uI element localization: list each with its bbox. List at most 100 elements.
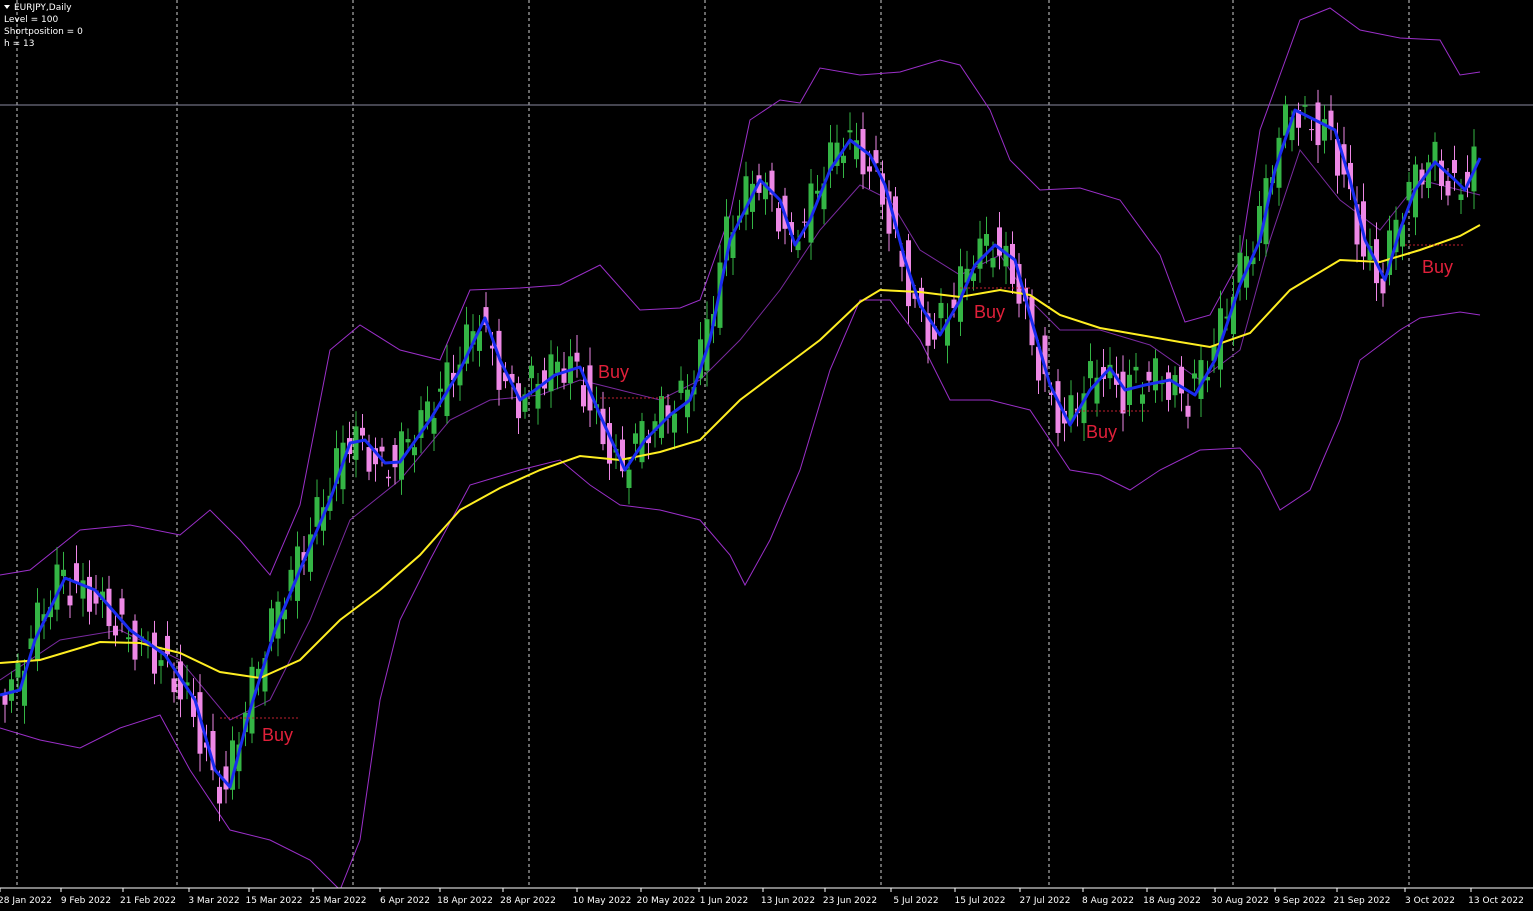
buy-label: Buy [598, 362, 629, 382]
candle-body [119, 598, 125, 615]
candle-body [1055, 381, 1061, 433]
candle-body [802, 221, 807, 223]
indicator-line: h = 13 [4, 39, 34, 49]
candle-body [1166, 372, 1171, 400]
candle-body [171, 678, 177, 693]
candle-body [743, 176, 749, 215]
candle-body [191, 696, 196, 717]
candle-body [821, 183, 827, 210]
bollinger-upper [0, 7, 1481, 576]
candle-body [574, 352, 580, 362]
candle-body [210, 731, 216, 771]
candle-body [431, 418, 437, 434]
candle-body [620, 439, 625, 472]
candle-body [997, 227, 1002, 256]
time-label: 20 May 2022 [637, 896, 696, 906]
candle-body [1289, 117, 1295, 141]
time-label: 10 May 2022 [573, 896, 632, 906]
candle-body [1003, 245, 1009, 267]
candle-body [1335, 139, 1340, 176]
candle-body [912, 293, 918, 299]
time-label: 1 Jun 2022 [700, 896, 748, 906]
collapse-icon[interactable] [4, 5, 10, 9]
candle-body [399, 431, 404, 480]
candle-body [763, 182, 768, 200]
candle-body [269, 608, 274, 642]
indicator-line: Shortposition = 0 [4, 27, 83, 37]
candle-body [561, 368, 567, 383]
candle-body [932, 326, 937, 340]
bollinger-middle [0, 148, 1481, 721]
candle-body [880, 173, 885, 205]
time-labels: 28 Jan 2022 9 Feb 2022 21 Feb 2022 3 Mar 20… [0, 888, 1524, 906]
buy-label: Buy [974, 302, 1005, 322]
candle-body [1250, 257, 1256, 265]
candle-body [1393, 219, 1399, 253]
candle-body [698, 339, 703, 379]
time-label: 13 Jun 2022 [761, 896, 815, 906]
candle-body [412, 447, 417, 456]
candle-body [724, 216, 729, 261]
candle-body [828, 142, 833, 171]
candle-body [834, 142, 840, 166]
candle-body [958, 266, 963, 322]
candle-body [581, 385, 586, 407]
candle-body [334, 448, 339, 484]
candle-body [282, 609, 287, 620]
candle-body [61, 569, 66, 577]
candle-body [1107, 364, 1113, 379]
candle-body [795, 241, 801, 251]
candle-body [626, 469, 632, 488]
candle-body [93, 590, 99, 604]
candle-body [964, 268, 970, 283]
candle-body [314, 497, 320, 527]
candle-body [1153, 358, 1158, 391]
candle-body [379, 446, 385, 452]
time-label: 25 Mar 2022 [309, 896, 366, 906]
candle-body [230, 740, 235, 790]
candle-body [28, 638, 34, 650]
time-label: 3 Mar 2022 [188, 896, 239, 906]
candle-body [1179, 366, 1184, 394]
candle-body [2, 694, 8, 705]
candle-body [1159, 383, 1165, 385]
candle-body [1458, 194, 1464, 200]
candle-body [132, 620, 138, 660]
candle-body [477, 331, 482, 351]
candle-body [1068, 395, 1074, 422]
candle-body [1140, 394, 1145, 404]
candle-body [847, 130, 853, 133]
candle-body [984, 234, 989, 246]
buy-levels [220, 244, 1465, 719]
candle-body [1400, 224, 1405, 247]
candle-body [1322, 119, 1327, 141]
candle-body [639, 421, 645, 463]
candle-body [1049, 392, 1054, 395]
candle-body [15, 663, 21, 678]
candle-body [223, 766, 229, 790]
candle-body [789, 222, 794, 235]
candle-body [938, 302, 944, 319]
candle-body [35, 602, 40, 660]
candle-body [977, 238, 983, 269]
candle-body [1328, 110, 1334, 130]
candle-body [184, 682, 190, 686]
buy-label: Buy [262, 725, 293, 745]
candle-body [860, 129, 866, 175]
candle-body [919, 287, 924, 308]
time-label: 5 Jul 2022 [893, 896, 938, 906]
candle-body [1042, 335, 1048, 375]
candle-body [886, 191, 892, 234]
candle-body [1387, 230, 1392, 275]
time-label: 15 Mar 2022 [245, 896, 302, 906]
time-axis [0, 888, 1533, 911]
candle-body [301, 552, 307, 561]
time-label: 8 Aug 2022 [1082, 896, 1134, 906]
time-label: 27 Jul 2022 [1020, 896, 1071, 906]
time-label: 28 Apr 2022 [500, 896, 556, 906]
candle-body [9, 679, 14, 701]
time-label: 9 Sep 2022 [1274, 896, 1325, 906]
candle-body [1185, 405, 1191, 417]
candle-body [392, 444, 398, 468]
candle-body [87, 576, 92, 612]
